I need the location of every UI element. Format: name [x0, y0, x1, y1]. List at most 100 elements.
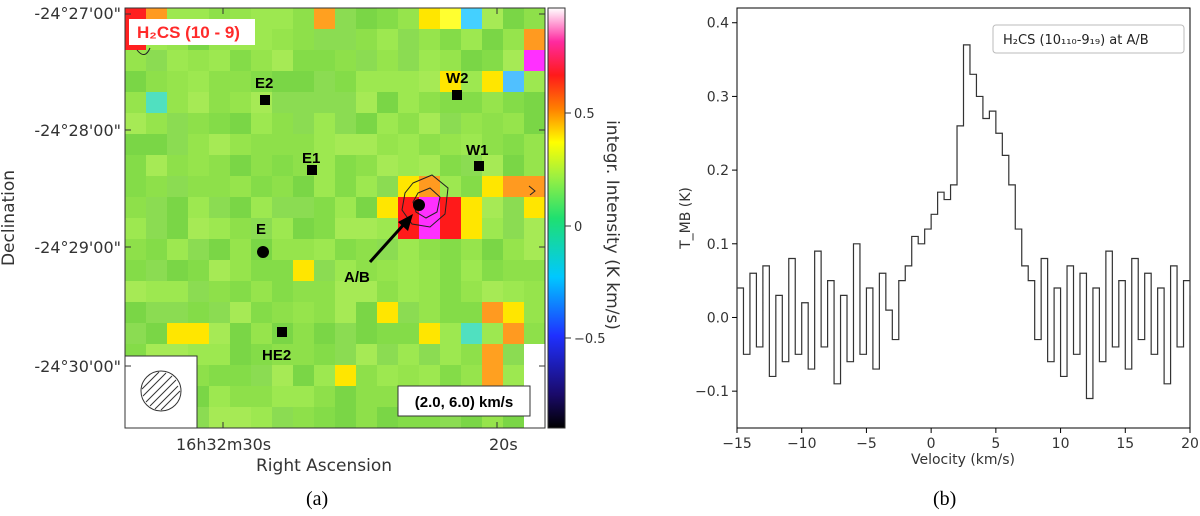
map-pixel — [398, 239, 419, 260]
map-pixel — [440, 344, 461, 365]
map-pixel — [209, 197, 230, 218]
map-pixel — [377, 239, 398, 260]
map-pixel — [209, 176, 230, 197]
map-pixel — [524, 113, 545, 134]
map-pixel — [188, 197, 209, 218]
panel-b-spectrum: −15 −10 −5 0 5 10 15 20 −0.1 0.0 0.1 0.2 0.3 0.4 H₂C… — [678, 7, 1199, 468]
spectrum-ticks — [732, 22, 1191, 433]
map-label-box — [129, 19, 255, 45]
beam-ellipse — [140, 370, 182, 412]
map-pixel — [293, 176, 314, 197]
map-pixel — [167, 218, 188, 239]
map-pixel — [251, 50, 272, 71]
map-pixel — [167, 176, 188, 197]
x-tick-label: 5 — [991, 436, 1000, 452]
beam-hatching — [141, 371, 181, 411]
map-pixel — [461, 197, 482, 218]
source-marker-e2 — [260, 95, 270, 105]
map-pixel — [461, 302, 482, 323]
map-pixel — [524, 155, 545, 176]
map-pixel — [167, 197, 188, 218]
map-pixel — [293, 113, 314, 134]
map-pixel — [461, 323, 482, 344]
map-pixel — [356, 281, 377, 302]
source-marker-w2 — [452, 90, 462, 100]
map-pixel — [419, 134, 440, 155]
map-pixel — [335, 302, 356, 323]
map-pixel — [398, 281, 419, 302]
source-label-w1: W1 — [466, 142, 489, 159]
map-pixel — [167, 155, 188, 176]
map-pixel — [251, 8, 272, 29]
map-pixel — [146, 281, 167, 302]
colorbar-tick-label: −0.5 — [574, 332, 606, 347]
map-pixel — [356, 260, 377, 281]
map-pixel — [503, 239, 524, 260]
map-pixel — [167, 281, 188, 302]
map-pixel — [398, 323, 419, 344]
map-pixel — [482, 113, 503, 134]
map-pixel — [272, 197, 293, 218]
map-pixel — [230, 134, 251, 155]
map-pixel — [398, 365, 419, 386]
map-pixel — [230, 71, 251, 92]
source-marker-w1 — [474, 161, 484, 171]
map-pixel — [377, 92, 398, 113]
map-pixel — [419, 323, 440, 344]
map-pixel — [146, 155, 167, 176]
map-pixel — [251, 218, 272, 239]
map-pixel — [209, 50, 230, 71]
map-pixel — [251, 29, 272, 50]
x-tick-label: 0 — [927, 436, 936, 452]
map-border — [124, 7, 546, 429]
map-pixel — [146, 260, 167, 281]
map-pixel — [293, 281, 314, 302]
map-pixel — [314, 386, 335, 407]
map-pixel — [419, 8, 440, 29]
map-pixel — [356, 344, 377, 365]
map-pixel — [293, 71, 314, 92]
map-pixel — [461, 50, 482, 71]
colorbar-label: integr. Intensity (K km/s) — [602, 120, 622, 330]
map-pixel — [335, 155, 356, 176]
map-pixel — [461, 176, 482, 197]
colorbar-ticks — [565, 112, 571, 339]
legend-label: H₂CS (10₁₁₀-9₁₉) at A/B — [1003, 33, 1149, 48]
map-pixel — [503, 344, 524, 365]
map-pixel — [230, 386, 251, 407]
map-pixel — [398, 8, 419, 29]
map-pixel — [440, 365, 461, 386]
legend-box — [992, 24, 1185, 54]
map-pixel — [146, 113, 167, 134]
source-label-he2: HE2 — [262, 347, 291, 364]
map-pixel — [188, 218, 209, 239]
map-pixel — [272, 71, 293, 92]
y-axis-label: T_MB (K) — [678, 187, 694, 250]
map-pixel — [335, 260, 356, 281]
map-pixel — [230, 113, 251, 134]
map-pixel — [419, 71, 440, 92]
map-pixel — [482, 197, 503, 218]
map-pixel — [230, 407, 251, 428]
y-tick-label: 0.3 — [707, 89, 729, 105]
map-pixel — [251, 134, 272, 155]
map-pixel — [440, 260, 461, 281]
map-pixel — [167, 134, 188, 155]
map-pixel — [188, 50, 209, 71]
map-pixel — [293, 344, 314, 365]
map-pixel — [461, 239, 482, 260]
source-marker-he2 — [277, 327, 287, 337]
y-tick-label: 0.1 — [707, 237, 729, 253]
map-pixel — [146, 197, 167, 218]
source-label-w2: W2 — [446, 70, 469, 87]
source-marker-e — [257, 246, 269, 258]
map-pixel — [440, 239, 461, 260]
map-pixel — [146, 50, 167, 71]
map-pixel — [272, 365, 293, 386]
map-pixel — [398, 113, 419, 134]
caption-a: (a) — [306, 488, 329, 510]
map-pixel — [356, 386, 377, 407]
colorbar-tick-label: 0 — [574, 220, 582, 235]
map-pixel — [524, 281, 545, 302]
map-pixel — [251, 323, 272, 344]
